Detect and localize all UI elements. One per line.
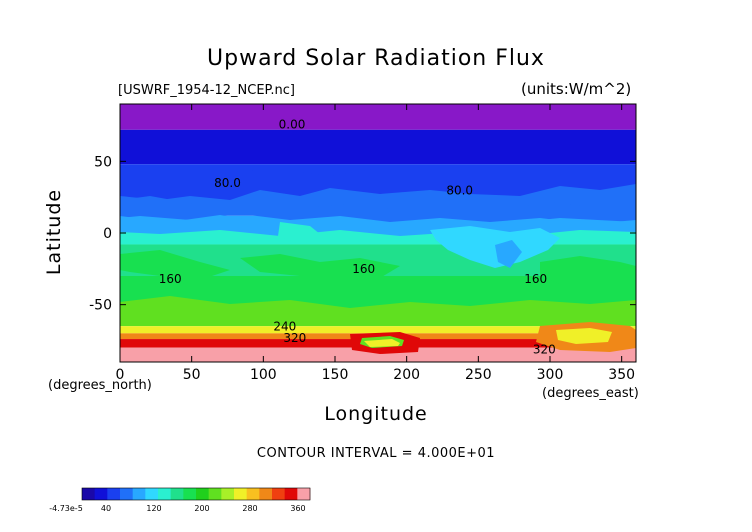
contour-label: 160 [524,272,547,286]
colorbar-swatch [221,488,235,500]
x-tick-label: 100 [250,367,277,383]
x-unit-label-2: (degrees_east) [542,386,639,401]
x-tick-label: 50 [183,367,201,383]
colorbar-tick-label: 120 [146,504,161,513]
contour-region [120,166,636,200]
contour-region [240,254,400,282]
contour-label: 80.0 [446,183,473,197]
x-tick-label: 300 [537,367,564,383]
x-tick-label: 350 [608,367,635,383]
contour-region [120,196,636,224]
colorbar-tick-label: 280 [242,504,257,513]
x-unit-label: (degrees_north) [48,378,152,393]
chart-title: Upward Solar Radiation Flux [207,46,545,71]
contour-region [364,339,400,347]
contour-region [120,296,636,320]
contour-interval-text: CONTOUR INTERVAL = 4.000E+01 [256,446,496,461]
x-axis-label: Longitude [324,403,428,425]
colorbar-tick-label: -4.73e-5 [49,504,83,513]
file-label: [USWRF_1954-12_NCEP.nc] [118,83,295,98]
contour-region [540,256,636,290]
colorbar-tick-label: 360 [290,504,305,513]
units-label: (units:W/m^2) [521,80,632,98]
colorbar-swatch [259,488,273,500]
colorbar-swatch [145,488,159,500]
colorbar-frame [81,487,311,501]
contour-label: 0.00 [279,117,306,131]
y-axis-ticks: 50 0 -50 [89,154,636,314]
colorbar-swatch [132,488,146,500]
colorbar-swatch [284,488,298,500]
colorbar-swatch [107,488,121,500]
colorbar-swatch [120,488,134,500]
latitude-band [120,326,636,334]
x-tick-label: 0 [116,367,125,383]
colorbar-swatch [183,488,197,500]
contour-region [495,240,522,268]
contour-label: 80.0 [214,176,241,190]
contour-label: 160 [352,262,375,276]
colorbar-swatch [272,488,286,500]
contour-region [278,222,325,244]
contour-region [430,226,560,268]
colorbar-swatch [297,488,311,500]
x-tick-label: 250 [465,367,492,383]
x-tick-label: 150 [322,367,349,383]
contour-regions [120,166,636,354]
colorbar-swatch [234,488,248,500]
colorbar-swatch [82,488,96,500]
contour-region [556,328,612,344]
contour-region [120,250,230,280]
x-axis-ticks: 0 50 100 150 200 250 300 350 [116,104,635,383]
colorbar-swatch [196,488,210,500]
colorbar-swatch [170,488,184,500]
contour-label: 160 [159,272,182,286]
contour-label: 240 [273,319,296,333]
colorbar-tick-label: 40 [101,504,111,513]
contour-label: 320 [283,331,306,345]
colorbar-tick-label: 200 [194,504,209,513]
colorbar-swatch [158,488,172,500]
colorbar: -4.73e-5 40 120 200 280 360 [49,487,311,513]
y-tick-label: 0 [103,226,112,242]
colorbar-swatch [94,488,108,500]
y-tick-label: -50 [89,298,112,314]
colorbar-swatch [208,488,222,500]
latitude-band [120,347,636,362]
latitude-band [120,215,636,226]
contour-region [120,215,636,236]
latitude-band [120,129,636,165]
colorbar-swatch [246,488,260,500]
y-tick-label: 50 [94,154,112,170]
latitude-band [120,104,636,130]
x-tick-label: 200 [393,367,420,383]
contour-label: 320 [533,342,556,356]
